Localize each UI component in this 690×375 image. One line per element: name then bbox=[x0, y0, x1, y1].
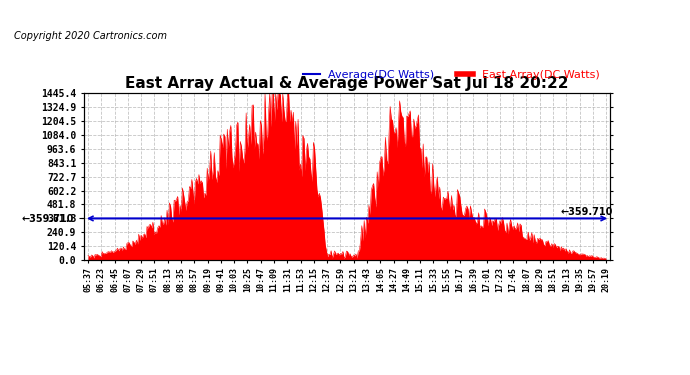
Text: ←359.710: ←359.710 bbox=[560, 207, 613, 217]
Title: East Array Actual & Average Power Sat Jul 18 20:22: East Array Actual & Average Power Sat Ju… bbox=[126, 76, 569, 91]
Text: Copyright 2020 Cartronics.com: Copyright 2020 Cartronics.com bbox=[14, 32, 167, 41]
Legend: Average(DC Watts), East Array(DC Watts): Average(DC Watts), East Array(DC Watts) bbox=[299, 66, 604, 85]
